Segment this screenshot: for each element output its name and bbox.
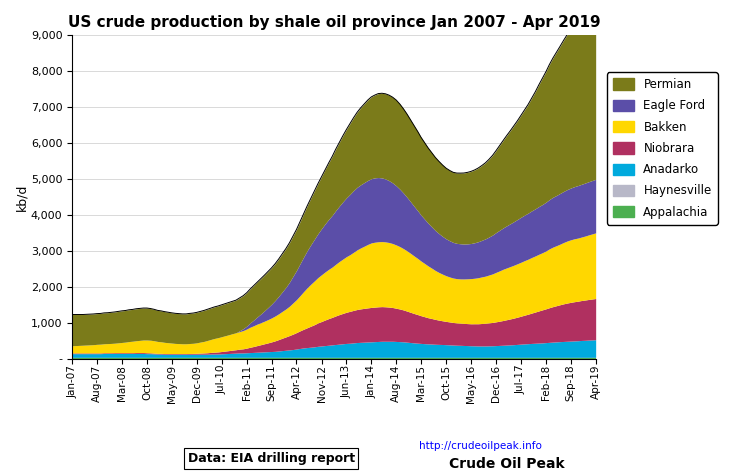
Y-axis label: kb/d: kb/d xyxy=(15,183,28,210)
Text: Crude Oil Peak: Crude Oil Peak xyxy=(449,457,564,471)
Text: Data: EIA drilling report: Data: EIA drilling report xyxy=(188,452,355,465)
Title: US crude production by shale oil province Jan 2007 - Apr 2019: US crude production by shale oil provinc… xyxy=(67,15,600,30)
Text: http://crudeoilpeak.info: http://crudeoilpeak.info xyxy=(419,441,542,451)
Legend: Permian, Eagle Ford, Bakken, Niobrara, Anadarko, Haynesville, Appalachia: Permian, Eagle Ford, Bakken, Niobrara, A… xyxy=(607,72,718,225)
